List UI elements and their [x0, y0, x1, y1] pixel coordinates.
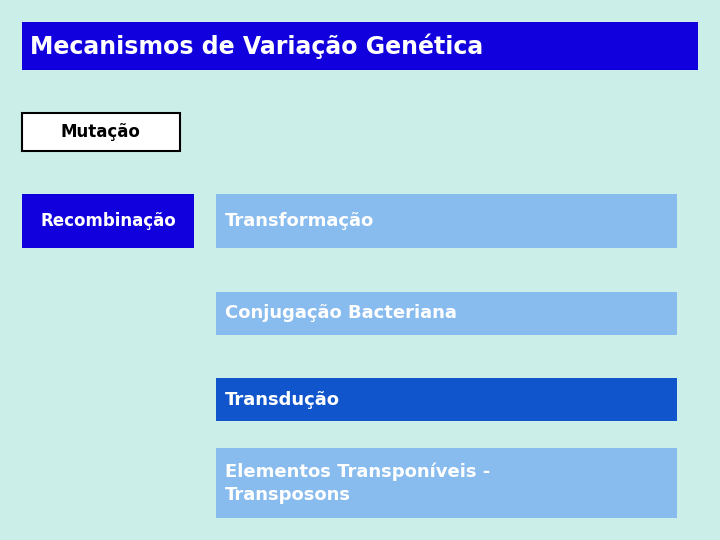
Text: Recombinação: Recombinação — [40, 212, 176, 231]
Text: Transformação: Transformação — [225, 212, 374, 231]
FancyBboxPatch shape — [216, 194, 677, 248]
FancyBboxPatch shape — [216, 378, 677, 421]
FancyBboxPatch shape — [22, 113, 180, 151]
FancyBboxPatch shape — [22, 22, 698, 70]
Text: Mutação: Mutação — [61, 123, 140, 141]
FancyBboxPatch shape — [216, 448, 677, 518]
Text: Elementos Transponíveis -
Transposons: Elementos Transponíveis - Transposons — [225, 463, 490, 504]
Text: Mecanismos de Variação Genética: Mecanismos de Variação Genética — [30, 33, 484, 59]
Text: Conjugação Bacteriana: Conjugação Bacteriana — [225, 304, 456, 322]
FancyBboxPatch shape — [216, 292, 677, 335]
Text: Transdução: Transdução — [225, 390, 340, 409]
FancyBboxPatch shape — [22, 194, 194, 248]
